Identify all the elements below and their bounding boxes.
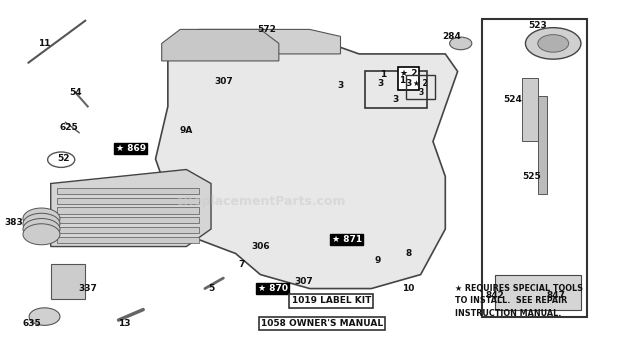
Text: 9: 9	[374, 256, 381, 265]
Text: eReplacementParts.com: eReplacementParts.com	[175, 195, 345, 208]
Text: 1058 OWNER'S MANUAL: 1058 OWNER'S MANUAL	[261, 319, 383, 328]
Polygon shape	[51, 169, 211, 246]
Text: 5: 5	[208, 284, 214, 293]
Text: 1: 1	[381, 71, 387, 79]
Text: ★ 2: ★ 2	[414, 79, 428, 88]
Text: 572: 572	[257, 25, 276, 34]
Bar	[57, 188, 198, 194]
Text: 9A: 9A	[180, 126, 193, 136]
Text: 847: 847	[547, 291, 566, 300]
Circle shape	[538, 35, 569, 52]
Text: 3: 3	[378, 79, 384, 88]
Bar	[538, 96, 547, 194]
Text: 525: 525	[522, 172, 541, 181]
Bar	[51, 264, 84, 299]
Text: ★ REQUIRES SPECIAL TOOLS
TO INSTALL.  SEE REPAIR
INSTRUCTION MANUAL.: ★ REQUIRES SPECIAL TOOLS TO INSTALL. SEE…	[454, 284, 583, 318]
Text: 284: 284	[442, 32, 461, 41]
Bar	[495, 275, 581, 310]
Bar	[57, 198, 198, 204]
Text: ★ 2
3: ★ 2 3	[399, 69, 417, 88]
Polygon shape	[187, 29, 340, 54]
Text: 625: 625	[60, 123, 79, 132]
Circle shape	[450, 37, 472, 50]
Text: 523: 523	[528, 22, 547, 30]
Text: 1019 LABEL KIT: 1019 LABEL KIT	[291, 296, 371, 305]
Text: 842: 842	[485, 291, 504, 300]
Text: 7: 7	[239, 259, 245, 269]
Circle shape	[29, 308, 60, 325]
Circle shape	[23, 213, 60, 234]
Polygon shape	[156, 36, 458, 288]
Bar	[407, 75, 435, 99]
Bar	[482, 19, 587, 317]
Text: 306: 306	[251, 242, 270, 251]
Bar	[57, 227, 198, 233]
Bar	[57, 207, 198, 214]
Text: 52: 52	[57, 155, 69, 163]
Circle shape	[23, 219, 60, 240]
Text: 635: 635	[23, 319, 42, 328]
Text: ★ 869: ★ 869	[116, 144, 146, 153]
Text: ★ 871: ★ 871	[332, 235, 361, 244]
Bar	[523, 78, 538, 142]
Text: ★ 870: ★ 870	[258, 284, 288, 293]
Bar	[57, 237, 198, 243]
Text: 13: 13	[118, 319, 131, 328]
Circle shape	[23, 224, 60, 245]
Text: 307: 307	[214, 77, 232, 86]
Bar	[365, 71, 427, 108]
Text: 1: 1	[399, 76, 405, 85]
Text: 8: 8	[405, 249, 412, 258]
Polygon shape	[162, 29, 279, 61]
Text: 10: 10	[402, 284, 415, 293]
Circle shape	[23, 208, 60, 229]
Text: 337: 337	[78, 284, 97, 293]
Text: 3: 3	[337, 81, 343, 90]
Circle shape	[526, 28, 581, 59]
Text: 524: 524	[503, 95, 523, 104]
Text: 383: 383	[4, 217, 23, 227]
Text: 307: 307	[294, 277, 313, 286]
Text: 3: 3	[418, 88, 423, 97]
Text: 3: 3	[393, 95, 399, 104]
Text: 54: 54	[69, 88, 82, 97]
Text: 11: 11	[38, 39, 51, 48]
Bar	[57, 217, 198, 223]
